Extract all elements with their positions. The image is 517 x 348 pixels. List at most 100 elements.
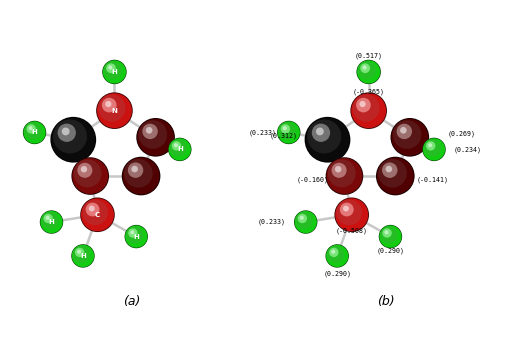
Circle shape [125,225,148,248]
Circle shape [385,230,389,234]
Text: (-0.508): (-0.508) [336,227,368,234]
Circle shape [307,119,341,153]
Circle shape [130,230,134,234]
Circle shape [362,65,367,70]
Circle shape [40,210,63,234]
Circle shape [82,199,108,225]
Circle shape [359,101,366,107]
Circle shape [277,121,300,144]
Circle shape [103,61,122,79]
Circle shape [62,127,70,135]
Circle shape [423,138,445,160]
Circle shape [353,94,379,122]
Text: (0.517): (0.517) [355,53,383,60]
Circle shape [86,203,99,216]
Circle shape [128,163,143,178]
Text: H: H [112,69,117,75]
Text: H: H [32,129,37,135]
Text: (0.233): (0.233) [248,129,276,136]
Circle shape [71,244,95,268]
Circle shape [312,124,330,142]
Circle shape [139,120,167,149]
Text: (0.269): (0.269) [448,130,476,137]
Circle shape [343,206,349,212]
Circle shape [168,138,191,161]
Circle shape [108,65,113,70]
Circle shape [72,246,90,263]
Circle shape [52,118,95,161]
Text: (0.290): (0.290) [323,271,351,277]
Circle shape [78,163,93,178]
Circle shape [294,210,317,234]
Circle shape [328,159,356,187]
Circle shape [316,127,324,135]
Circle shape [335,166,341,173]
Circle shape [278,121,300,144]
Circle shape [81,198,114,231]
Circle shape [77,250,81,254]
Text: H: H [177,147,183,152]
Text: H: H [133,234,139,239]
Circle shape [331,250,336,254]
Circle shape [279,122,296,140]
Circle shape [386,166,392,172]
Circle shape [102,98,116,112]
Circle shape [137,119,174,156]
Circle shape [105,101,112,107]
Circle shape [331,163,346,178]
Circle shape [146,127,153,134]
Circle shape [75,248,84,257]
Circle shape [379,225,402,248]
Circle shape [306,118,349,161]
Circle shape [131,166,138,172]
Circle shape [360,63,370,73]
Circle shape [356,98,371,112]
Circle shape [391,119,428,156]
Circle shape [327,246,344,263]
Circle shape [393,120,421,149]
Circle shape [383,228,392,238]
Circle shape [124,159,153,188]
Text: (a): (a) [123,295,140,308]
Circle shape [40,211,63,233]
Circle shape [136,118,175,157]
Text: (-0.141): (-0.141) [417,176,449,183]
Circle shape [295,212,313,229]
Circle shape [326,157,363,195]
Text: H: H [80,253,86,259]
Circle shape [351,93,386,128]
Circle shape [326,245,348,267]
Circle shape [43,214,53,223]
Circle shape [23,121,46,144]
Text: (b): (b) [377,295,394,308]
Circle shape [351,92,387,129]
Circle shape [96,92,133,129]
Circle shape [125,226,147,248]
Circle shape [376,157,415,195]
Text: (-0.365): (-0.365) [353,88,385,95]
Circle shape [98,94,126,122]
Circle shape [380,226,398,244]
Circle shape [382,163,398,178]
Circle shape [283,126,287,130]
Circle shape [23,121,45,144]
Circle shape [334,198,369,232]
Circle shape [122,157,160,195]
Circle shape [72,158,108,194]
Circle shape [123,158,159,195]
Circle shape [326,244,349,268]
Circle shape [358,61,376,79]
Circle shape [379,226,402,248]
Circle shape [41,212,58,229]
Text: (-0.160): (-0.160) [297,176,329,183]
Circle shape [422,138,446,161]
Circle shape [295,211,317,233]
Circle shape [428,143,432,147]
Circle shape [97,93,132,128]
Circle shape [337,199,362,225]
Text: (0.312): (0.312) [270,133,298,139]
Text: H: H [49,219,54,225]
Circle shape [174,143,178,147]
Circle shape [24,122,41,140]
Text: N: N [112,108,117,114]
